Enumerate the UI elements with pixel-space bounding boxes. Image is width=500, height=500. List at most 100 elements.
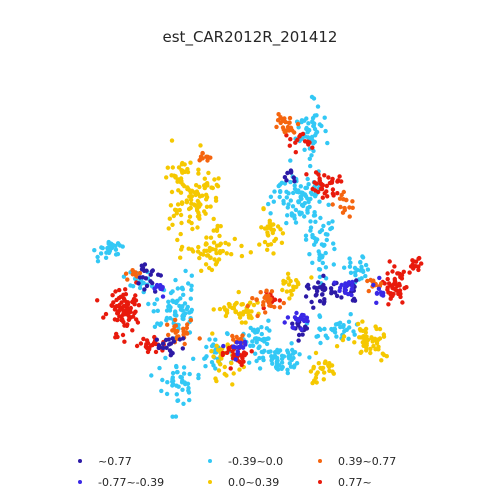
map-point bbox=[381, 332, 386, 337]
map-point bbox=[279, 366, 284, 371]
map-point bbox=[305, 135, 311, 140]
map-point bbox=[332, 330, 338, 335]
map-point bbox=[387, 259, 392, 264]
map-point bbox=[249, 309, 254, 314]
map-point bbox=[103, 255, 109, 260]
map-point bbox=[169, 189, 175, 195]
map-point bbox=[377, 326, 383, 332]
map-point bbox=[284, 289, 290, 294]
map-point bbox=[334, 344, 340, 349]
map-point bbox=[360, 268, 365, 273]
map-point bbox=[348, 260, 353, 265]
legend-marker bbox=[78, 480, 82, 484]
map-point bbox=[341, 334, 347, 339]
map-point bbox=[294, 284, 299, 290]
map-point bbox=[165, 380, 170, 385]
map-point bbox=[339, 295, 344, 300]
map-point bbox=[319, 284, 324, 290]
map-point bbox=[233, 357, 238, 362]
map-point bbox=[309, 275, 314, 280]
map-point bbox=[284, 189, 289, 194]
map-point bbox=[312, 192, 318, 197]
map-point bbox=[360, 340, 365, 345]
map-point bbox=[166, 304, 171, 309]
map-point bbox=[263, 293, 268, 299]
map-point bbox=[172, 324, 177, 329]
map-point bbox=[111, 243, 116, 248]
map-point bbox=[257, 366, 263, 371]
map-point bbox=[218, 241, 223, 246]
map-point bbox=[171, 213, 176, 219]
map-point bbox=[250, 339, 255, 344]
map-point bbox=[152, 301, 157, 307]
map-point bbox=[347, 214, 352, 219]
map-point bbox=[168, 203, 174, 208]
map-point bbox=[182, 341, 187, 347]
map-point bbox=[207, 245, 213, 251]
map-point bbox=[213, 366, 218, 371]
map-point bbox=[285, 271, 291, 276]
map-point bbox=[301, 317, 307, 322]
map-point bbox=[250, 296, 255, 301]
map-point bbox=[185, 169, 191, 175]
map-point bbox=[277, 194, 282, 200]
map-point bbox=[267, 297, 273, 303]
map-point bbox=[378, 281, 384, 286]
map-point bbox=[275, 367, 281, 372]
map-point bbox=[145, 349, 151, 355]
map-point bbox=[186, 219, 192, 224]
map-point bbox=[209, 360, 215, 365]
map-point bbox=[284, 195, 289, 200]
map-point bbox=[368, 346, 373, 352]
map-point bbox=[280, 287, 285, 293]
map-point bbox=[224, 310, 230, 315]
map-point bbox=[294, 278, 299, 283]
map-point bbox=[231, 337, 236, 342]
map-point bbox=[220, 248, 225, 254]
map-point bbox=[328, 286, 334, 291]
map-point bbox=[152, 286, 157, 291]
map-point bbox=[150, 342, 155, 348]
map-point bbox=[179, 162, 185, 167]
map-point bbox=[317, 122, 322, 127]
map-point bbox=[288, 198, 293, 203]
map-point bbox=[289, 341, 294, 346]
map-point bbox=[163, 355, 168, 361]
map-point bbox=[206, 170, 211, 176]
map-point bbox=[309, 299, 314, 305]
map-point bbox=[348, 270, 354, 275]
map-point bbox=[144, 342, 149, 347]
map-point bbox=[205, 154, 211, 160]
map-point bbox=[297, 134, 302, 139]
map-point bbox=[163, 337, 169, 343]
map-point bbox=[335, 179, 340, 184]
map-point bbox=[222, 371, 227, 377]
map-point bbox=[191, 356, 196, 361]
map-point bbox=[376, 347, 381, 352]
map-point bbox=[374, 290, 380, 296]
map-point bbox=[225, 331, 230, 337]
map-point bbox=[131, 296, 137, 302]
map-point bbox=[233, 345, 239, 350]
map-point bbox=[286, 128, 292, 133]
map-point bbox=[359, 349, 364, 354]
map-point bbox=[181, 365, 187, 370]
map-point bbox=[300, 332, 305, 337]
map-point bbox=[304, 116, 309, 121]
map-point bbox=[103, 311, 109, 317]
map-point bbox=[280, 231, 286, 236]
map-point bbox=[245, 303, 250, 309]
map-point bbox=[117, 287, 122, 293]
map-point bbox=[98, 251, 104, 256]
map-point bbox=[207, 337, 212, 342]
map-point bbox=[357, 327, 363, 332]
map-point bbox=[185, 381, 191, 386]
map-point bbox=[232, 236, 237, 242]
map-point bbox=[288, 158, 293, 163]
map-point bbox=[279, 353, 285, 358]
map-point bbox=[178, 374, 183, 380]
map-point bbox=[166, 226, 171, 231]
map-point bbox=[413, 264, 418, 269]
map-point bbox=[187, 397, 192, 403]
map-point bbox=[317, 176, 322, 181]
